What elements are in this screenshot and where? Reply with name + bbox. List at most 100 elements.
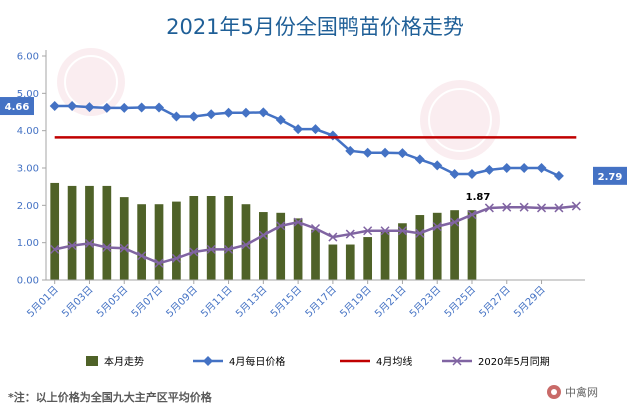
data-point (171, 253, 181, 263)
data-point (310, 124, 321, 135)
data-point (49, 101, 60, 112)
data-point (276, 221, 286, 231)
callout-bar-value: 1.87 (466, 192, 491, 203)
data-point (414, 154, 425, 165)
data-point (432, 160, 443, 171)
x-tick-label: 5月27日 (477, 284, 513, 320)
bar (241, 204, 251, 280)
brand-name: 中禽网 (565, 385, 598, 399)
data-point (206, 244, 216, 254)
data-point (502, 202, 512, 212)
data-point (119, 102, 130, 113)
data-point (293, 124, 304, 135)
legend-marker (203, 356, 213, 366)
data-point (449, 168, 460, 179)
x-tick-label: 5月29日 (512, 284, 548, 320)
data-point (467, 210, 477, 220)
x-tick-label: 5月13日 (233, 284, 269, 320)
bar (67, 185, 77, 280)
x-tick-label: 5月11日 (199, 284, 235, 320)
data-point (397, 226, 407, 236)
data-point (188, 111, 199, 122)
bar (450, 210, 459, 280)
y-tick-label: 1.00 (17, 238, 39, 249)
brand-logo: 中禽网 (547, 385, 598, 399)
data-point (241, 240, 251, 250)
data-point (101, 102, 112, 113)
data-point (328, 232, 338, 242)
bar (137, 204, 146, 280)
data-point (206, 109, 217, 120)
x-tick-label: 5月01日 (25, 284, 61, 320)
x-tick-label: 5月17日 (303, 284, 339, 320)
data-point (537, 203, 547, 213)
callout-box-end (593, 166, 627, 185)
x-tick-label: 5月15日 (268, 284, 304, 320)
bar (276, 212, 286, 280)
y-tick-label: 3.00 (17, 164, 39, 175)
data-point (554, 203, 564, 213)
data-point (380, 147, 391, 158)
legend-label: 本月走势 (104, 355, 144, 368)
data-point (84, 238, 94, 248)
x-tick-label: 5月09日 (164, 284, 200, 320)
watermark-logo-right (420, 80, 500, 160)
data-point (501, 163, 512, 173)
data-point (258, 230, 268, 240)
data-point (50, 244, 60, 254)
bar (311, 229, 320, 280)
bar (380, 229, 390, 280)
data-point (189, 247, 199, 257)
y-tick-label: 0.00 (17, 276, 39, 287)
bar (467, 210, 477, 280)
data-point (397, 148, 408, 159)
data-point (571, 201, 581, 211)
y-axis: 0.00 1.00 2.00 3.00 4.00 5.00 6.00 (17, 50, 47, 287)
data-point (484, 164, 495, 175)
callout-end-value: 2.79 (598, 172, 623, 183)
bar (432, 212, 442, 280)
bar (363, 237, 373, 280)
brand-icon (547, 385, 561, 399)
legend-label: 4月均线 (376, 355, 412, 368)
data-point (67, 241, 77, 251)
callout-start-value: 4.66 (5, 102, 30, 113)
data-point (553, 170, 564, 181)
x-tick-label: 5月23日 (407, 284, 443, 320)
x-tick-label: 5月21日 (372, 284, 408, 320)
x-axis: 5月01日 5月03日 5月05日 5月07日 5月09日 5月11日 5月13日 5月15日… (25, 279, 585, 320)
data-point (345, 145, 356, 156)
data-point (519, 202, 529, 212)
bar (50, 182, 60, 280)
data-point (240, 107, 251, 118)
data-point (224, 244, 234, 254)
legend-marker (452, 356, 462, 366)
x-tick-label: 5月25日 (442, 284, 478, 320)
bar (206, 196, 216, 280)
bar (85, 185, 94, 280)
x-tick-label: 5月05日 (94, 284, 130, 320)
data-point (171, 111, 182, 122)
bar (224, 196, 233, 280)
bar (328, 244, 338, 280)
bar (154, 204, 164, 280)
data-point (415, 228, 425, 238)
data-point (363, 226, 373, 236)
data-point (519, 163, 530, 173)
x-tick-label: 5月03日 (59, 284, 95, 320)
legend-label: 2020年5月同期 (478, 355, 550, 368)
bar-series (50, 182, 477, 280)
data-point (84, 102, 95, 113)
x-tick-label: 5月19日 (338, 284, 374, 320)
data-point (450, 217, 460, 227)
legend-swatch-bar (86, 356, 98, 366)
data-point (484, 203, 494, 213)
bar (398, 223, 407, 280)
data-point (137, 251, 147, 261)
legend-label: 4月每日价格 (229, 355, 285, 368)
bar (102, 185, 112, 280)
legend: 本月走势 4月每日价格 4月均线 2020年5月同期 (86, 355, 550, 368)
data-point (102, 242, 112, 253)
data-point (536, 163, 547, 173)
